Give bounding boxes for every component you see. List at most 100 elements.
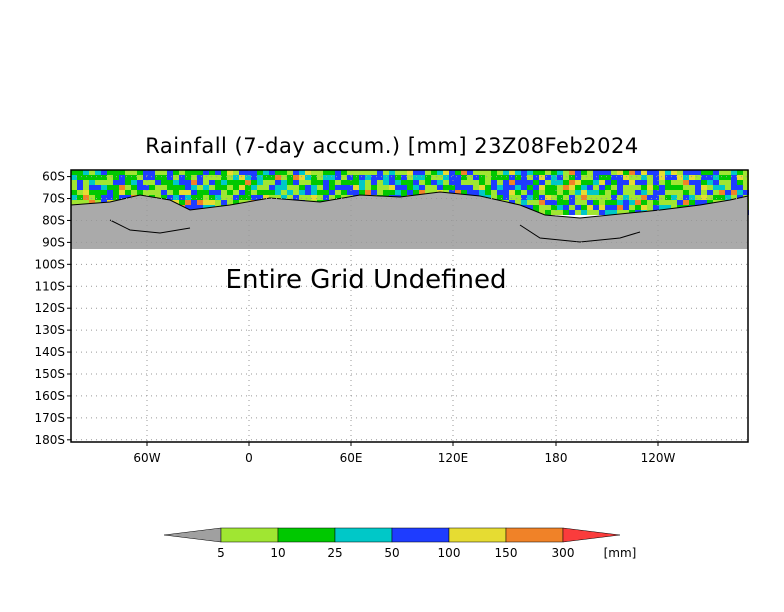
ross-ice-shelf-coastline: [109, 219, 641, 243]
rain-cell: [593, 200, 599, 205]
rain-cell: [251, 180, 257, 185]
rain-cell: [599, 205, 605, 210]
rain-cell: [143, 175, 149, 180]
rain-cell: [227, 170, 233, 175]
rain-cell: [137, 185, 143, 190]
rain-cell: [239, 185, 245, 190]
rain-cell: [629, 175, 635, 180]
rain-cell: [479, 170, 485, 175]
rain-cell: [119, 195, 125, 200]
rain-cell: [707, 200, 713, 205]
rain-cell: [659, 205, 665, 210]
rain-cell: [473, 180, 479, 185]
rain-cell: [551, 175, 557, 180]
rain-cell: [515, 190, 521, 195]
rain-cell: [95, 185, 101, 190]
rain-cell: [83, 170, 89, 175]
rain-cell: [323, 190, 329, 195]
rain-cell: [113, 170, 119, 175]
rain-cell: [527, 205, 533, 210]
rain-cell: [203, 175, 209, 180]
rain-cell: [203, 195, 209, 200]
rain-cell: [125, 175, 131, 180]
rain-cell: [383, 180, 389, 185]
rain-cell: [557, 195, 563, 200]
rain-cell: [341, 185, 347, 190]
rain-cell: [623, 210, 629, 215]
rain-cell: [257, 190, 263, 195]
rain-cell: [197, 185, 203, 190]
rain-cell: [641, 170, 647, 175]
rain-cell: [455, 185, 461, 190]
rain-cell: [581, 205, 587, 210]
rain-cell: [353, 175, 359, 180]
rain-cell: [251, 195, 257, 200]
rain-cell: [395, 190, 401, 195]
rain-cell: [683, 175, 689, 180]
rain-cell: [683, 170, 689, 175]
rain-cell: [131, 185, 137, 190]
rain-cell: [101, 170, 107, 175]
rain-cell: [119, 185, 125, 190]
rain-cell: [719, 190, 725, 195]
rain-cell: [635, 200, 641, 205]
lon-tick-label: 60W: [133, 451, 160, 465]
rain-cell: [659, 185, 665, 190]
rain-cell: [425, 185, 431, 190]
rain-cell: [101, 180, 107, 185]
rain-cell: [161, 180, 167, 185]
rain-cell: [461, 190, 467, 195]
rain-cell: [437, 185, 443, 190]
rain-cell: [623, 190, 629, 195]
rain-cell: [89, 185, 95, 190]
rain-cell: [317, 190, 323, 195]
rain-cell: [197, 175, 203, 180]
rain-cell: [539, 200, 545, 205]
rain-cell: [425, 170, 431, 175]
rain-cell: [203, 190, 209, 195]
rain-cell: [449, 185, 455, 190]
rain-cell: [281, 170, 287, 175]
lat-axis: 60S 70S 80S 90S 100S 110S 120S 130S 140S 150S 160S…: [34, 170, 71, 447]
rain-cell: [269, 170, 275, 175]
rain-cell: [149, 190, 155, 195]
lon-tick-label: 120E: [438, 451, 469, 465]
rain-cell: [527, 185, 533, 190]
rain-cell: [407, 170, 413, 175]
rain-cell: [743, 170, 749, 175]
rain-cell: [89, 195, 95, 200]
rain-cell: [707, 185, 713, 190]
rain-cell: [299, 195, 305, 200]
rain-cell: [251, 170, 257, 175]
rain-cell: [257, 185, 263, 190]
rain-cell: [503, 170, 509, 175]
rain-cell: [725, 170, 731, 175]
colorbar-low-arrow: [163, 527, 222, 543]
rain-cell: [425, 175, 431, 180]
rain-cell: [653, 185, 659, 190]
rain-cell: [521, 195, 527, 200]
rain-cell: [719, 180, 725, 185]
rain-cell: [401, 180, 407, 185]
rain-cell: [659, 200, 665, 205]
rain-cell: [335, 170, 341, 175]
rain-cell: [173, 180, 179, 185]
rain-cell: [221, 180, 227, 185]
rain-cell: [359, 185, 365, 190]
rain-cell: [485, 185, 491, 190]
rain-cell: [377, 190, 383, 195]
rain-cell: [515, 180, 521, 185]
rain-cell: [281, 195, 287, 200]
rain-cell: [485, 190, 491, 195]
rain-cell: [281, 175, 287, 180]
rain-cell: [89, 190, 95, 195]
rain-cell: [551, 210, 557, 215]
rain-cell: [353, 190, 359, 195]
rain-cell: [563, 185, 569, 190]
colorbar-segment: [391, 527, 450, 543]
rain-cell: [599, 195, 605, 200]
rain-cell: [233, 195, 239, 200]
rain-cell: [605, 175, 611, 180]
rain-cell: [95, 180, 101, 185]
